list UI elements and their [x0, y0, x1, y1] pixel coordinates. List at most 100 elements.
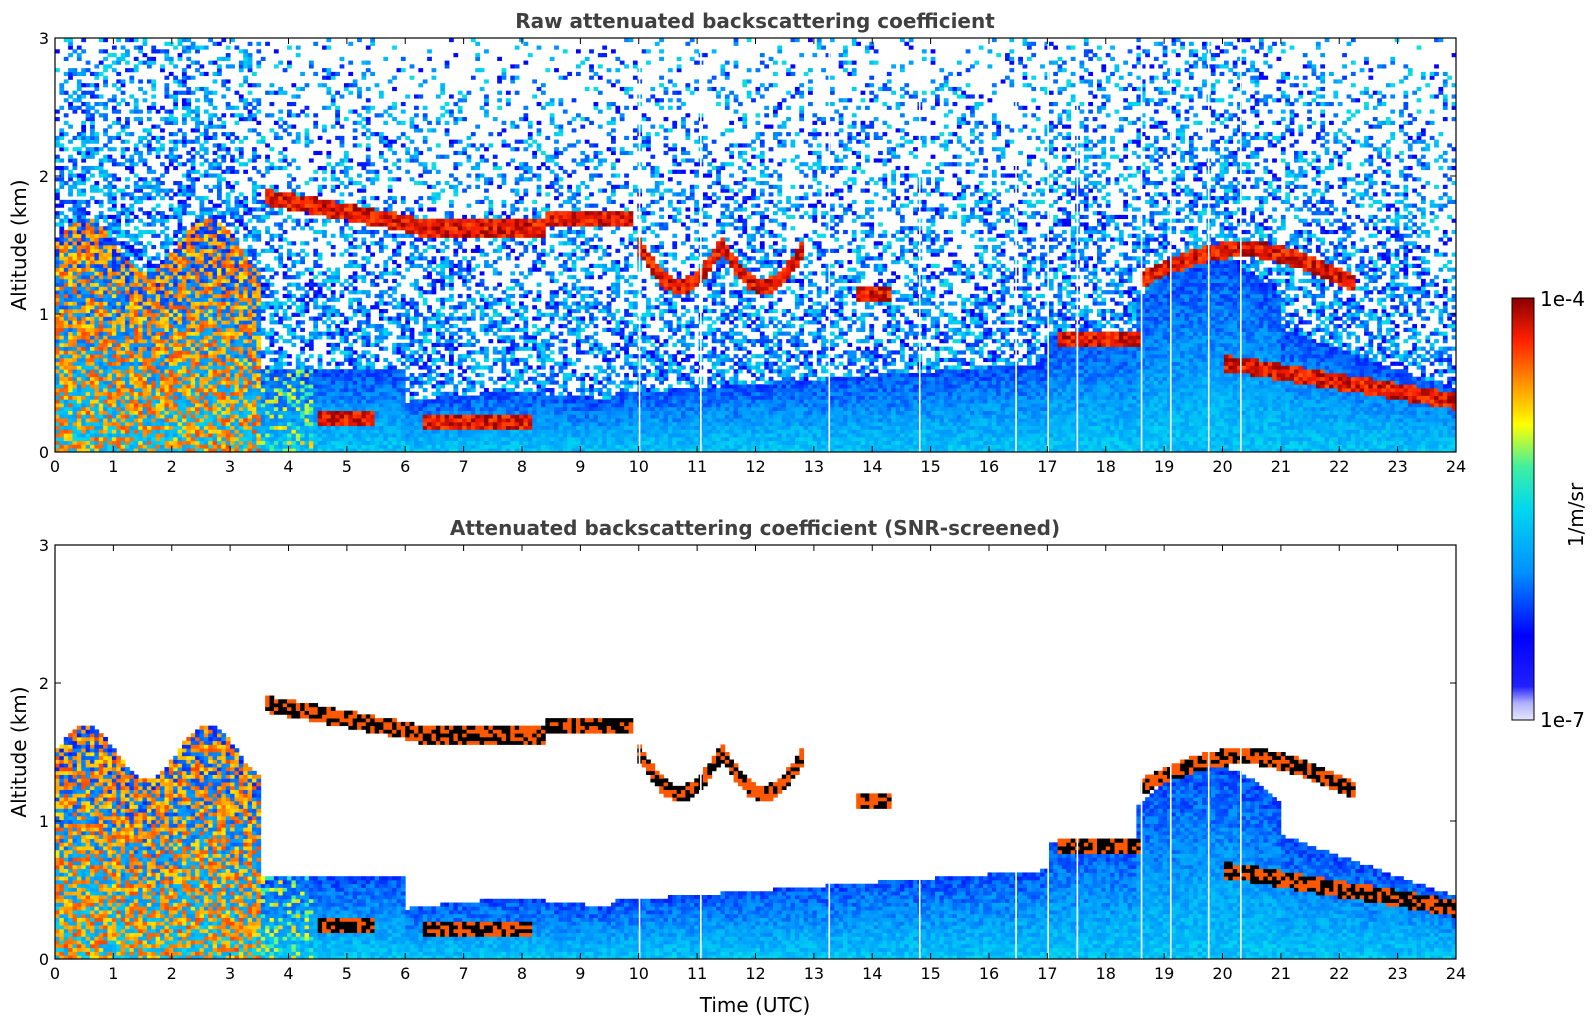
heatmap-cell: [296, 418, 301, 422]
heatmap-cell: [357, 121, 362, 125]
heatmap-cell: [278, 226, 283, 230]
heatmap-cell: [309, 369, 314, 373]
heatmap-cell: [59, 166, 64, 170]
heatmap-cell: [322, 426, 327, 430]
heatmap-cell: [138, 219, 143, 223]
heatmap-cell: [300, 422, 305, 426]
heatmap-cell: [248, 328, 253, 332]
heatmap-cell: [243, 411, 248, 415]
heatmap-cell: [108, 230, 113, 234]
heatmap-cell: [283, 444, 288, 448]
heatmap-cell: [318, 207, 323, 211]
heatmap-cell: [147, 271, 152, 275]
heatmap-cell: [208, 403, 213, 407]
heatmap-cell: [178, 396, 183, 400]
heatmap-cell: [138, 189, 143, 193]
heatmap-cell: [199, 294, 204, 298]
heatmap-cell: [77, 94, 82, 98]
heatmap-cell: [191, 155, 196, 159]
heatmap-cell: [274, 339, 279, 343]
heatmap-cell: [182, 283, 187, 287]
heatmap-cell: [226, 305, 231, 309]
heatmap-cell: [143, 264, 148, 268]
heatmap-cell: [213, 437, 218, 441]
heatmap-cell: [99, 320, 104, 324]
heatmap-cell: [129, 373, 134, 377]
heatmap-cell: [125, 215, 130, 219]
heatmap-cell: [213, 369, 218, 373]
heatmap-cell: [90, 332, 95, 336]
heatmap-cell: [134, 429, 139, 433]
heatmap-cell: [261, 411, 266, 415]
heatmap-cell: [296, 113, 301, 117]
heatmap-cell: [287, 268, 292, 272]
heatmap-cell: [99, 377, 104, 381]
heatmap-cell: [361, 339, 366, 343]
heatmap-cell: [103, 377, 108, 381]
heatmap-cell: [68, 253, 73, 257]
heatmap-cell: [300, 365, 305, 369]
heatmap-cell: [64, 286, 69, 290]
heatmap-cell: [357, 275, 362, 279]
heatmap-cell: [86, 170, 91, 174]
heatmap-cell: [112, 196, 117, 200]
heatmap-cell: [221, 57, 226, 61]
heatmap-cell: [357, 441, 362, 445]
heatmap-cell: [169, 418, 174, 422]
heatmap-cell: [125, 230, 130, 234]
heatmap-cell: [318, 369, 323, 373]
heatmap-cell: [265, 392, 270, 396]
heatmap-cell: [318, 230, 323, 234]
heatmap-cell: [296, 335, 301, 339]
heatmap-cell: [274, 204, 279, 208]
heatmap-cell: [116, 110, 121, 114]
heatmap-cell: [108, 279, 113, 283]
heatmap-cell: [112, 268, 117, 272]
heatmap-cell: [182, 237, 187, 241]
heatmap-cell: [151, 426, 156, 430]
heatmap-cell: [353, 298, 358, 302]
heatmap-cell: [156, 362, 161, 366]
heatmap-cell: [331, 102, 336, 106]
heatmap-cell: [147, 347, 152, 351]
heatmap-cell: [283, 354, 288, 358]
heatmap-cell: [361, 426, 366, 430]
heatmap-cell: [182, 407, 187, 411]
heatmap-cell: [204, 347, 209, 351]
heatmap-cell: [68, 301, 73, 305]
heatmap-cell: [226, 369, 231, 373]
heatmap-cell: [169, 241, 174, 245]
heatmap-cell: [160, 411, 165, 415]
heatmap-cell: [199, 437, 204, 441]
heatmap-cell: [353, 362, 358, 366]
heatmap-cell: [309, 422, 314, 426]
heatmap-cell: [125, 234, 130, 238]
heatmap-cell: [278, 444, 283, 448]
heatmap-cell: [230, 234, 235, 238]
heatmap-cell: [182, 241, 187, 245]
heatmap-cell: [160, 147, 165, 151]
heatmap-cell: [195, 429, 200, 433]
heatmap-cell: [322, 373, 327, 377]
heatmap-cell: [112, 332, 117, 336]
heatmap-cell: [230, 335, 235, 339]
heatmap-cell: [108, 403, 113, 407]
heatmap-cell: [103, 215, 108, 219]
heatmap-cell: [156, 125, 161, 129]
heatmap-cell: [129, 155, 134, 159]
heatmap-cell: [326, 403, 331, 407]
heatmap-cell: [99, 271, 104, 275]
heatmap-cell: [256, 309, 261, 313]
heatmap-cell: [287, 362, 292, 366]
heatmap-cell: [81, 219, 86, 223]
heatmap-cell: [186, 399, 191, 403]
heatmap-cell: [256, 444, 261, 448]
heatmap-cell: [248, 426, 253, 430]
heatmap-cell: [81, 422, 86, 426]
heatmap-cell: [160, 313, 165, 317]
heatmap-cell: [147, 343, 152, 347]
heatmap-cell: [348, 414, 353, 418]
heatmap-cell: [55, 335, 60, 339]
heatmap-cell: [195, 117, 200, 121]
heatmap-cell: [243, 414, 248, 418]
